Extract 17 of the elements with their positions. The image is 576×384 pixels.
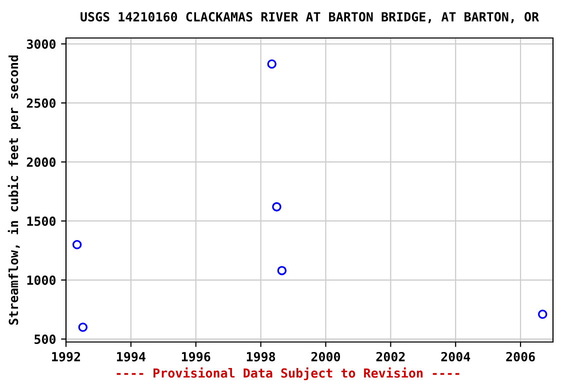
y-tick-label: 3000 — [26, 39, 56, 49]
y-tick-label: 2500 — [26, 98, 56, 108]
x-tick-label: 1998 — [246, 352, 276, 362]
y-tick-label: 1500 — [27, 216, 56, 226]
y-axis-title: Streamflow, in cubic feet per second — [8, 55, 21, 325]
chart-title: USGS 14210160 CLACKAMAS RIVER AT BARTON BRIDGE, AT BARTON, OR — [80, 12, 540, 24]
x-tick-label: 2000 — [311, 352, 340, 362]
x-tick-label: 2006 — [506, 352, 535, 362]
y-tick-label: 1000 — [27, 275, 56, 285]
y-tick-label: 500 — [34, 334, 56, 344]
y-tick-label: 2000 — [26, 157, 56, 167]
x-tick-label: 2002 — [376, 352, 405, 362]
x-tick-label: 1992 — [52, 352, 80, 362]
x-tick-label: 1996 — [182, 352, 210, 362]
x-tick-label: 2004 — [441, 352, 470, 362]
x-tick-label: 1994 — [117, 352, 146, 362]
text: ---- Provisional Data Subject to Revision ---- — [116, 367, 460, 380]
